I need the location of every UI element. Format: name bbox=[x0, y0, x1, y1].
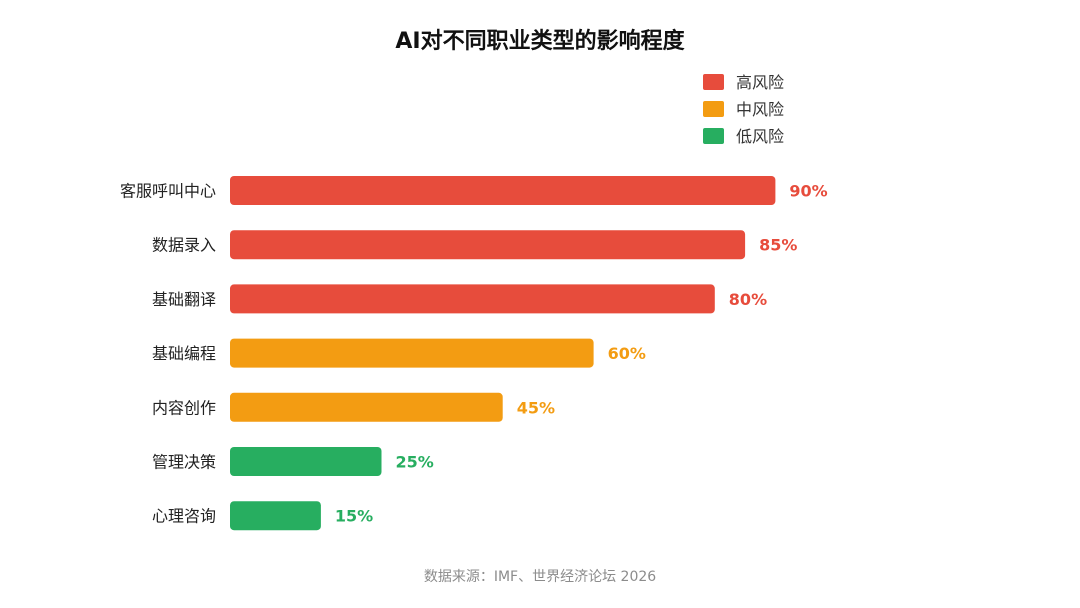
value-label: 15% bbox=[335, 507, 373, 526]
category-label: 数据录入 bbox=[152, 236, 216, 255]
value-label: 90% bbox=[789, 182, 827, 201]
bar bbox=[230, 392, 503, 422]
source-note: 数据来源：IMF、世界经济论坛 2026 bbox=[424, 569, 656, 585]
chart-title: AI对不同职业类型的影响程度 bbox=[395, 28, 685, 54]
category-label: 心理咨询 bbox=[152, 507, 216, 526]
value-label: 80% bbox=[729, 290, 767, 309]
value-label: 25% bbox=[396, 453, 434, 472]
category-label: 内容创作 bbox=[152, 398, 216, 417]
bar bbox=[230, 501, 321, 531]
value-label: 85% bbox=[759, 236, 797, 255]
bar bbox=[230, 230, 746, 260]
bar bbox=[230, 176, 776, 205]
legend-swatch-medium bbox=[703, 101, 724, 117]
category-label: 基础编程 bbox=[152, 344, 216, 363]
category-label: 客服呼叫中心 bbox=[120, 182, 216, 201]
legend-swatch-low bbox=[703, 128, 724, 144]
bars: 客服呼叫中心 90% 数据录入 85% 基础翻译 80% 基础编程 60% 内容创作 45% 管理决… bbox=[120, 176, 828, 531]
bar bbox=[230, 284, 715, 314]
value-label: 60% bbox=[608, 344, 646, 363]
bar bbox=[230, 338, 594, 368]
legend-label-high: 高风险 bbox=[736, 73, 784, 92]
legend-label-low: 低风险 bbox=[736, 127, 784, 146]
category-label: 基础翻译 bbox=[152, 290, 216, 309]
value-label: 45% bbox=[517, 398, 555, 417]
legend-label-medium: 中风险 bbox=[736, 100, 784, 119]
category-label: 管理决策 bbox=[152, 453, 216, 472]
bar bbox=[230, 447, 382, 476]
legend-swatch-high bbox=[703, 74, 724, 90]
